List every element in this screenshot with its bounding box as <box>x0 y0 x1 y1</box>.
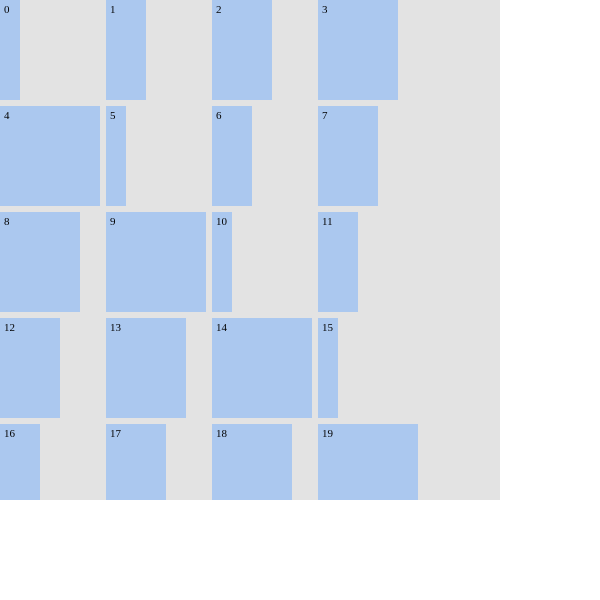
cell-label-16: 16 <box>4 428 15 440</box>
grid-cell-19: 19 <box>318 424 418 500</box>
cell-label-10: 10 <box>216 216 227 228</box>
grid-cell-10: 10 <box>212 212 232 312</box>
grid-cell-17: 17 <box>106 424 166 500</box>
cell-label-15: 15 <box>322 322 333 334</box>
cell-label-0: 0 <box>4 4 10 16</box>
cell-label-3: 3 <box>322 4 328 16</box>
cell-label-2: 2 <box>216 4 222 16</box>
cell-label-1: 1 <box>110 4 116 16</box>
grid-cell-7: 7 <box>318 106 378 206</box>
cell-label-18: 18 <box>216 428 227 440</box>
grid-cell-0: 0 <box>0 0 20 100</box>
grid-container: 0 1 2 3 4 5 6 7 8 9 10 11 12 13 14 15 16… <box>0 0 500 500</box>
cell-label-11: 11 <box>322 216 333 228</box>
cell-label-8: 8 <box>4 216 10 228</box>
cell-label-13: 13 <box>110 322 121 334</box>
cell-label-12: 12 <box>4 322 15 334</box>
grid-cell-5: 5 <box>106 106 126 206</box>
grid-cell-18: 18 <box>212 424 292 500</box>
grid-cell-9: 9 <box>106 212 206 312</box>
cell-label-7: 7 <box>322 110 328 122</box>
grid-cell-15: 15 <box>318 318 338 418</box>
grid-cell-1: 1 <box>106 0 146 100</box>
grid-cell-13: 13 <box>106 318 186 418</box>
grid-cell-8: 8 <box>0 212 80 312</box>
cell-label-4: 4 <box>4 110 10 122</box>
cell-label-14: 14 <box>216 322 227 334</box>
cell-label-19: 19 <box>322 428 333 440</box>
cell-label-6: 6 <box>216 110 222 122</box>
grid-cell-3: 3 <box>318 0 398 100</box>
grid-cell-2: 2 <box>212 0 272 100</box>
grid-cell-6: 6 <box>212 106 252 206</box>
grid-cell-4: 4 <box>0 106 100 206</box>
grid-cell-12: 12 <box>0 318 60 418</box>
cell-label-9: 9 <box>110 216 116 228</box>
cell-label-5: 5 <box>110 110 116 122</box>
grid-cell-14: 14 <box>212 318 312 418</box>
grid-cell-16: 16 <box>0 424 40 500</box>
cell-label-17: 17 <box>110 428 121 440</box>
grid-cell-11: 11 <box>318 212 358 312</box>
